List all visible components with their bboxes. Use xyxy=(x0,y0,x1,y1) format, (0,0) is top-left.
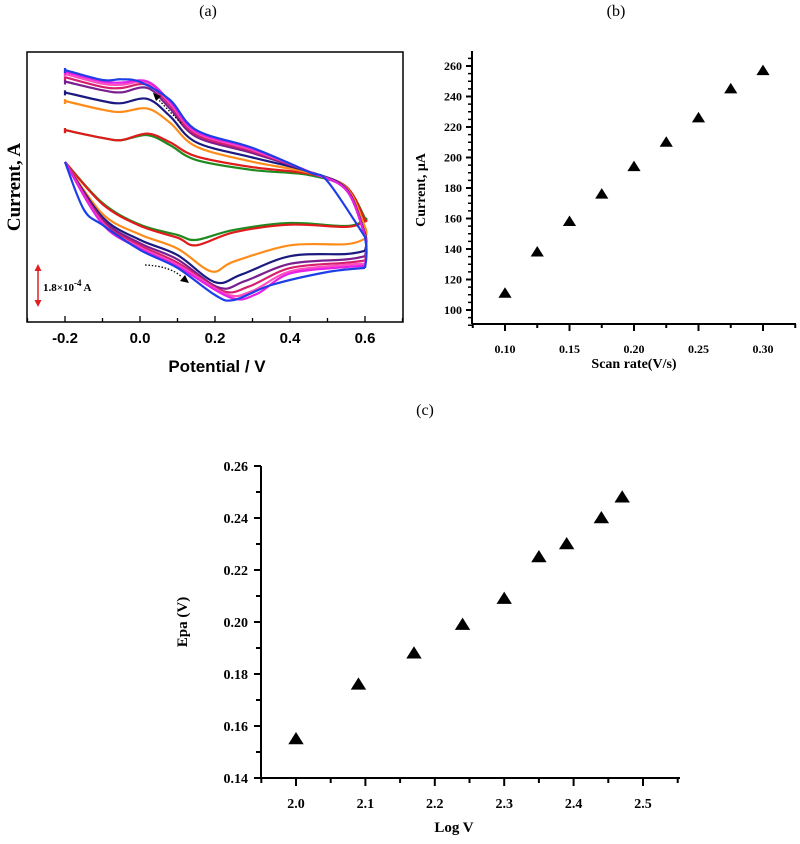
panel-b-data-point xyxy=(530,246,544,257)
panel-b-y-tick-label: 200 xyxy=(444,151,462,165)
panel-b-y-tick-label: 260 xyxy=(444,59,462,73)
panel-label-a: (a) xyxy=(199,3,217,20)
panel-a-x-tick-label: 0.4 xyxy=(280,330,302,347)
panel-c-data-point xyxy=(406,646,422,659)
panel-c-x-axis-title: Log V xyxy=(434,820,473,836)
panel-a-cv-plot: -0.2 0.0 0.2 0.4 0.6 Potential / V Current, … xyxy=(4,51,404,376)
panel-c-y-tick-label: 0.18 xyxy=(224,668,249,683)
panel-b-x-tick-label: 0.15 xyxy=(559,342,580,356)
reverse-scan-arrowhead-icon xyxy=(153,93,161,101)
cv-curve-4-forward-branch xyxy=(64,161,366,285)
panel-c-x-tick-label: 2.1 xyxy=(357,797,375,812)
panel-c-y-tick-label: 0.22 xyxy=(224,564,249,579)
panel-a-x-tick-label: -0.2 xyxy=(52,330,78,347)
forward-scan-arrowhead-icon xyxy=(180,275,189,283)
cv-curve-7-reverse-branch xyxy=(64,72,367,237)
panel-b-y-tick-label: 120 xyxy=(444,273,462,287)
cv-curve-4 xyxy=(63,90,368,285)
panel-label-c: (c) xyxy=(416,402,434,419)
panel-c-data-point xyxy=(288,732,304,745)
panel-a-x-ticks: -0.2 0.0 0.2 0.4 0.6 xyxy=(26,316,404,347)
panel-c-x-tick-label: 2.2 xyxy=(426,797,444,812)
panel-label-b: (b) xyxy=(607,3,626,20)
panel-b-x-tick-label: 0.10 xyxy=(495,342,516,356)
panel-b-data-point xyxy=(756,64,770,76)
panel-c-data-point xyxy=(496,591,512,604)
panel-c-x-tick-label: 2.4 xyxy=(565,797,583,812)
panel-b-points xyxy=(498,64,770,298)
panel-c-data-point xyxy=(614,490,630,503)
panel-c-y-tick-label: 0.24 xyxy=(224,512,249,527)
cv-curve-3 xyxy=(63,99,368,273)
panel-a-y-axis-title: Current, A xyxy=(4,143,25,232)
scale-bar-arrow-up-icon xyxy=(34,264,42,271)
cv-curve-6-forward-branch xyxy=(64,161,366,294)
panel-c-data-point xyxy=(531,550,547,563)
panel-b-x-tick-label: 0.20 xyxy=(624,342,645,356)
panel-b-data-point xyxy=(595,188,609,199)
panel-b-data-point xyxy=(627,160,641,172)
panel-c-ticks: 0.14 0.16 0.18 0.20 0.22 0.24 0.26 2.0 2.1 2.2 2.3… xyxy=(224,460,679,812)
panel-c-x-tick-label: 2.3 xyxy=(495,797,513,812)
cv-curve-5-forward-branch xyxy=(64,161,366,290)
panel-b-data-point xyxy=(562,215,577,227)
panel-c-data-point xyxy=(350,677,367,690)
cv-curve-9-switch-right xyxy=(363,236,368,269)
panel-c-data-point xyxy=(558,537,575,550)
panel-b-data-point xyxy=(498,287,512,298)
cv-curve-2-switch-right xyxy=(364,219,368,223)
reverse-scan-arrow xyxy=(153,93,182,124)
panel-b-y-axis-title: Current, μA xyxy=(414,152,429,227)
panel-b-data-point xyxy=(659,136,673,147)
cv-curve-6-reverse-branch xyxy=(64,76,367,237)
panel-b-y-tick-label: 240 xyxy=(444,90,462,104)
panel-b-x-tick-label: 0.30 xyxy=(753,342,774,356)
panel-b-x-axis-title: Scan rate(V/s) xyxy=(591,357,676,372)
cv-curve-9-forward-branch xyxy=(63,161,366,302)
panel-c-x-tick-label: 2.0 xyxy=(287,797,305,812)
scale-bar-label-unit: A xyxy=(84,282,92,294)
panel-c-points xyxy=(288,490,630,745)
panel-c-y-tick-label: 0.16 xyxy=(224,720,249,735)
scale-bar-label-exp: -4 xyxy=(74,278,82,288)
cv-curve-2-forward-branch xyxy=(64,161,366,247)
panel-a-curves xyxy=(63,67,368,302)
cv-curve-5-reverse-branch xyxy=(64,80,367,237)
panel-c-y-axis-title: Epa (V) xyxy=(175,597,191,647)
panel-a-x-tick-label: 0.0 xyxy=(130,330,151,347)
panel-b-y-tick-label: 140 xyxy=(444,242,462,256)
panel-c-y-tick-label: 0.14 xyxy=(224,772,249,787)
cv-curve-8-reverse-branch xyxy=(64,70,367,237)
panel-c-data-point xyxy=(593,511,610,524)
panel-c-data-point xyxy=(454,617,471,630)
panel-b-data-point xyxy=(724,82,738,94)
forward-scan-arrow xyxy=(144,264,189,283)
scale-bar-label: 1.8×10-4 A xyxy=(43,278,92,294)
panel-c-x-tick-label: 2.5 xyxy=(634,797,652,812)
cv-curve-9 xyxy=(63,67,368,302)
cv-curve-7 xyxy=(63,71,368,298)
panel-b-y-tick-label: 160 xyxy=(444,212,462,226)
cv-curve-9-reverse-branch xyxy=(64,68,366,238)
scale-bar: 1.8×10-4 A xyxy=(34,264,92,307)
panel-c-scatter: 0.14 0.16 0.18 0.20 0.22 0.24 0.26 2.0 2.1 2.2 2.3… xyxy=(175,460,680,836)
panel-a-x-tick-label: 0.6 xyxy=(355,330,376,347)
panel-b-y-tick-label: 180 xyxy=(444,181,462,195)
panel-c-y-tick-label: 0.20 xyxy=(224,616,249,631)
panel-b-x-tick-label: 0.25 xyxy=(688,342,709,356)
cv-curve-3-forward-branch xyxy=(64,161,366,273)
panel-b-y-tick-label: 220 xyxy=(444,120,462,134)
panel-b-data-point xyxy=(691,111,706,123)
scale-bar-arrow-down-icon xyxy=(34,300,42,307)
panel-c-y-tick-label: 0.26 xyxy=(224,460,249,475)
scale-bar-label-main: 1.8×10 xyxy=(43,282,75,294)
panel-b-scatter: 100 120 140 160 180 200 220 240 260 0.10 0.15 0.20 0… xyxy=(414,51,797,372)
cv-curve-4-reverse-branch xyxy=(64,91,367,234)
panel-a-x-axis-title: Potential / V xyxy=(168,357,266,376)
panel-b-ticks: 100 120 140 160 180 200 220 240 260 0.10 0.15 0.20 0… xyxy=(444,57,797,356)
panel-b-y-tick-label: 100 xyxy=(444,303,462,317)
panel-a-x-tick-label: 0.2 xyxy=(205,330,226,347)
